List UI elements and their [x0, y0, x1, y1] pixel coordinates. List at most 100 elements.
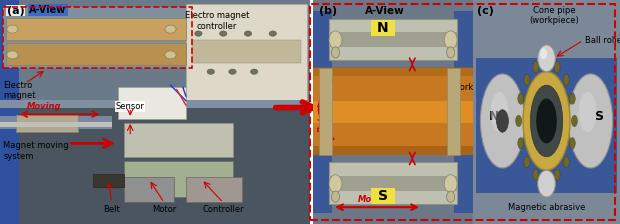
Circle shape — [244, 31, 252, 36]
Bar — [319, 68, 332, 155]
Circle shape — [538, 45, 556, 72]
Ellipse shape — [564, 157, 569, 168]
Bar — [186, 177, 242, 202]
Ellipse shape — [554, 169, 560, 180]
Ellipse shape — [518, 138, 524, 149]
Bar — [329, 176, 457, 191]
Circle shape — [332, 191, 340, 202]
Bar — [476, 58, 617, 193]
Circle shape — [445, 31, 457, 49]
Text: Belt: Belt — [103, 205, 120, 214]
Ellipse shape — [569, 138, 575, 149]
Ellipse shape — [569, 74, 613, 168]
Circle shape — [229, 69, 236, 74]
Ellipse shape — [579, 92, 596, 132]
Ellipse shape — [569, 93, 575, 104]
Text: Cone pipe
(workpiece): Cone pipe (workpiece) — [529, 6, 578, 25]
Bar — [124, 123, 232, 157]
Text: Moving: Moving — [358, 195, 392, 204]
Ellipse shape — [518, 93, 524, 104]
Bar — [124, 177, 174, 202]
Text: S: S — [378, 189, 388, 203]
Circle shape — [445, 175, 457, 193]
Bar — [3, 7, 192, 68]
Ellipse shape — [524, 157, 529, 168]
Bar — [3, 7, 192, 68]
Bar — [124, 161, 232, 197]
Ellipse shape — [544, 57, 549, 68]
Bar — [6, 43, 186, 65]
Bar — [313, 67, 473, 76]
Bar — [0, 0, 310, 101]
Text: Moving: Moving — [26, 102, 61, 111]
Text: Controller: Controller — [202, 205, 244, 214]
Circle shape — [195, 31, 202, 36]
Ellipse shape — [516, 115, 521, 127]
Bar — [313, 11, 332, 213]
Ellipse shape — [544, 174, 549, 185]
Bar — [6, 18, 186, 40]
Bar — [329, 32, 457, 47]
Bar — [118, 87, 186, 119]
Text: Magnetic abrasive: Magnetic abrasive — [508, 203, 585, 212]
Circle shape — [207, 69, 215, 74]
Text: (a): (a) — [7, 6, 25, 16]
Text: A-View: A-View — [365, 6, 404, 16]
Text: Rotation: Rotation — [318, 92, 327, 132]
Text: N: N — [489, 110, 500, 123]
Bar — [454, 11, 473, 213]
Bar — [329, 19, 457, 60]
Bar — [0, 0, 19, 224]
Ellipse shape — [490, 92, 508, 132]
Text: Electro
magnet: Electro magnet — [3, 81, 35, 100]
Bar — [93, 174, 124, 187]
Ellipse shape — [572, 115, 577, 127]
Text: Sensor: Sensor — [116, 102, 144, 111]
Text: Magnet moving
system: Magnet moving system — [3, 141, 69, 161]
Bar — [371, 188, 395, 204]
Ellipse shape — [497, 110, 508, 132]
Circle shape — [540, 48, 547, 59]
Bar — [313, 101, 473, 123]
Text: Ball roller: Ball roller — [585, 36, 620, 45]
Bar — [0, 122, 112, 127]
Bar — [0, 116, 112, 129]
Bar — [371, 20, 395, 36]
Circle shape — [219, 31, 227, 36]
Circle shape — [7, 25, 18, 33]
Bar — [313, 146, 473, 155]
Bar — [313, 68, 473, 155]
Text: N: N — [377, 21, 389, 35]
Ellipse shape — [480, 74, 525, 168]
Text: Motor: Motor — [152, 205, 177, 214]
Text: (b): (b) — [319, 6, 338, 16]
Bar — [16, 115, 78, 132]
Text: S: S — [594, 110, 603, 123]
Ellipse shape — [523, 72, 570, 170]
Ellipse shape — [533, 62, 539, 73]
Bar — [329, 162, 457, 204]
Bar — [0, 101, 310, 224]
Circle shape — [329, 31, 342, 49]
Circle shape — [329, 175, 342, 193]
Circle shape — [446, 47, 454, 58]
Circle shape — [446, 191, 454, 202]
Circle shape — [250, 69, 258, 74]
Bar — [186, 4, 307, 101]
Bar — [0, 100, 310, 108]
Ellipse shape — [536, 99, 557, 143]
Circle shape — [165, 51, 176, 59]
Text: Electro magnet
controller: Electro magnet controller — [185, 11, 249, 31]
Ellipse shape — [530, 85, 563, 157]
Circle shape — [269, 31, 277, 36]
Circle shape — [538, 170, 556, 197]
Circle shape — [332, 47, 340, 58]
Ellipse shape — [524, 74, 529, 85]
Circle shape — [165, 25, 176, 33]
Ellipse shape — [554, 62, 560, 73]
Bar — [192, 40, 301, 63]
Ellipse shape — [564, 74, 569, 85]
Text: Workpiece: Workpiece — [452, 83, 497, 92]
Text: (c): (c) — [477, 6, 494, 16]
Bar — [448, 68, 460, 155]
